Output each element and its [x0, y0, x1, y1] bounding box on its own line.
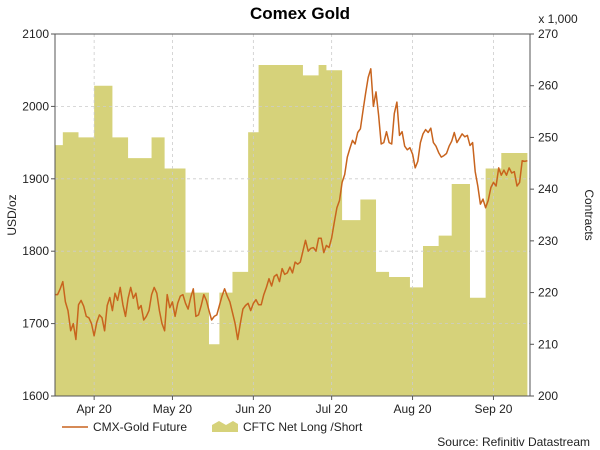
left-axis-ticks: 1600 1700 1800 1900 2000 2100: [22, 27, 55, 403]
x-tick-label: Apr 20: [76, 402, 112, 416]
gold-price-line: [55, 68, 528, 341]
plot-area: [54, 33, 531, 397]
legend-line-label: CMX-Gold Future: [93, 420, 187, 434]
plot-frame: [54, 33, 531, 397]
area-series: [55, 65, 528, 397]
cftc-net-area: [55, 65, 528, 397]
left-tick-label: 1900: [22, 172, 49, 186]
right-tick-label: 240: [538, 182, 558, 196]
right-tick-label: 200: [538, 389, 558, 403]
x-axis-ticks: Apr 20 May 20 Jun 20 Jul 20 Aug 20 Sep 20: [76, 396, 513, 416]
source-note: Source: Refinitiv Datastream: [437, 435, 590, 449]
chart-title: Comex Gold: [250, 4, 350, 23]
line-series: [55, 68, 528, 341]
right-tick-label: 260: [538, 79, 558, 93]
left-tick-label: 1600: [22, 389, 49, 403]
legend: CMX-Gold Future CFTC Net Long /Short: [62, 420, 363, 434]
right-tick-label: 210: [538, 337, 558, 351]
right-tick-label: 250: [538, 130, 558, 144]
right-tick-label: 270: [538, 27, 558, 41]
left-axis-label: USD/oz: [5, 194, 19, 235]
right-tick-label: 220: [538, 286, 558, 300]
x-tick-label: Aug 20: [394, 402, 432, 416]
right-axis-label: Contracts: [582, 189, 596, 240]
left-tick-label: 2100: [22, 27, 49, 41]
right-tick-label: 230: [538, 234, 558, 248]
right-axis-ticks: 200 210 220 230 240 250 260 270: [530, 27, 558, 403]
x-tick-label: Jun 20: [235, 402, 271, 416]
left-tick-label: 2000: [22, 99, 49, 113]
legend-area-label: CFTC Net Long /Short: [243, 420, 363, 434]
x-tick-label: May 20: [153, 402, 193, 416]
legend-area-swatch: [212, 421, 238, 432]
left-tick-label: 1700: [22, 317, 49, 331]
left-tick-label: 1800: [22, 244, 49, 258]
x-tick-label: Sep 20: [474, 402, 512, 416]
x-tick-label: Jul 20: [316, 402, 348, 416]
right-axis-multiplier: x 1,000: [538, 12, 578, 26]
